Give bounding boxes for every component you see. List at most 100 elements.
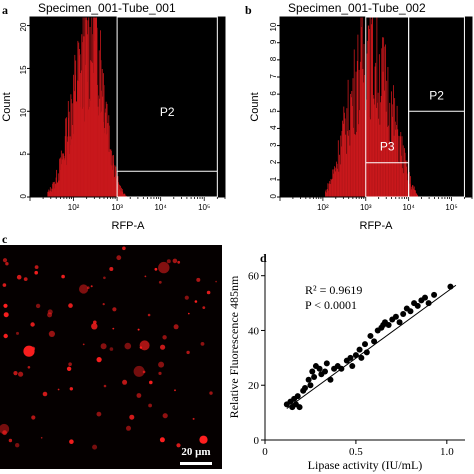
a-histogram-bar-135 [106, 103, 108, 197]
panel-d-point-48 [431, 291, 438, 298]
panel-b-title: Specimen_001-Tube_002 [288, 1, 426, 15]
micrograph-droplet-17 [147, 313, 151, 317]
b-histogram-bar-6 [328, 183, 330, 197]
a-histogram-bar-63 [75, 60, 77, 197]
a-histogram-bar-115 [97, 115, 99, 197]
a-histogram-bar-28 [60, 169, 61, 197]
a-histogram-bar-177 [124, 195, 126, 197]
b-histogram-bar-129 [404, 148, 405, 197]
micrograph-droplet-34 [139, 340, 150, 351]
a-histogram-bar-48 [68, 111, 70, 197]
b-histogram-bar-17 [335, 167, 337, 197]
micrograph-droplet-23 [79, 284, 89, 294]
a-histogram-bar-64 [75, 102, 77, 197]
panel-d-y-tick-label-3: 60 [248, 271, 260, 283]
micrograph-droplet-54 [172, 258, 178, 264]
panel-d-point-25 [352, 352, 359, 359]
a-histogram-bar-103 [92, 72, 94, 197]
micrograph-droplet-39 [48, 330, 56, 337]
b-histogram-bar-21 [337, 140, 339, 197]
a-histogram-bar-172 [122, 193, 124, 197]
b-histogram-bar-24 [339, 164, 341, 197]
b-histogram-bar-142 [412, 185, 413, 197]
micrograph-droplet-80 [109, 267, 114, 271]
panel-d-x-tick-label-2: 1.0 [440, 446, 454, 458]
micrograph-droplet-70 [202, 306, 206, 309]
micrograph-droplet-3 [122, 246, 126, 251]
micrograph-droplet-24 [158, 280, 162, 284]
panel-a-y-ticks: 0 5 10 15 20 [19, 22, 30, 198]
a-histogram-bar-176 [124, 193, 126, 197]
a-x-tick-label-2: 10⁴ [154, 203, 167, 212]
a-histogram-bar-117 [98, 50, 100, 197]
a-histogram-bar-43 [66, 160, 68, 197]
a-histogram-bar-1 [47, 191, 49, 197]
a-histogram-bar-27 [59, 158, 61, 197]
b-x-tick-label-3: 10⁵ [445, 203, 457, 212]
a-histogram-bar-155 [115, 166, 117, 197]
panel-d-x-ticks: 0 0.5 1.0 [262, 440, 454, 458]
b-histogram-bar-2 [326, 192, 328, 197]
a-histogram-bar-5 [49, 187, 51, 197]
b-histogram-bar-41 [350, 93, 351, 197]
a-histogram-bar-85 [84, 17, 86, 197]
b-histogram-bar-91 [380, 95, 382, 197]
b-histogram-bar-123 [400, 132, 402, 197]
a-histogram-bar-150 [113, 155, 114, 197]
scale-bar-label: 20 μm [181, 446, 210, 458]
b-gate-label-1: P3 [380, 140, 395, 154]
a-histogram-bar-71 [78, 55, 80, 197]
b-y-tick-label-2: 2 [269, 159, 278, 164]
micrograph-droplet-87 [192, 417, 195, 420]
a-histogram-peak [93, 17, 95, 197]
a-histogram-bar-133 [105, 101, 107, 197]
a-histogram-bar-113 [97, 84, 98, 197]
b-histogram-bar-20 [337, 168, 339, 197]
b-histogram-bar-30 [343, 106, 345, 197]
a-histogram-bar-96 [89, 27, 91, 198]
micrograph-droplet-36 [96, 411, 102, 417]
a-histogram-bar-70 [78, 42, 80, 197]
a-histogram-bar-26 [59, 159, 60, 197]
micrograph-droplet-15 [194, 300, 198, 303]
micrograph-droplet-53 [116, 255, 122, 261]
micrograph-droplet-93 [57, 388, 60, 391]
b-histogram-bar-13 [332, 173, 334, 197]
a-histogram-bar-75 [80, 73, 82, 197]
micrograph-droplet-59 [27, 366, 31, 369]
panel-d-point-11 [309, 368, 316, 375]
b-histogram-bar-120 [398, 135, 400, 197]
b-x-tick-label-1: 10³ [360, 203, 372, 212]
panel-d-point-9 [305, 376, 312, 383]
micrograph-droplet-74 [40, 437, 43, 439]
micrograph-droplet-82 [196, 277, 201, 282]
micrograph-droplet-51 [124, 342, 132, 350]
panel-b-y-label: Count [249, 92, 261, 121]
panel-d-p-value: P < 0.0001 [305, 298, 357, 312]
a-histogram-bar-87 [85, 19, 87, 197]
micrograph-droplet-76 [69, 387, 74, 391]
a-histogram-bar-34 [62, 153, 64, 197]
a-histogram-bar-93 [88, 17, 90, 197]
b-histogram-bar-83 [375, 107, 377, 197]
micrograph-droplet-41 [61, 274, 65, 279]
panel-a-title: Specimen_001-Tube_001 [38, 1, 176, 15]
b-histogram-bar-121 [399, 162, 400, 197]
panel-d-point-21 [338, 365, 345, 372]
a-histogram-bar-74 [80, 107, 81, 197]
b-histogram-bar-10 [331, 179, 332, 197]
a-histogram-bar-109 [95, 18, 97, 197]
a-histogram-bar-36 [63, 155, 65, 197]
b-histogram-bar-150 [416, 193, 418, 197]
a-histogram-bar-37 [63, 158, 65, 197]
b-histogram-bar-100 [386, 80, 388, 197]
b-histogram-bar-75 [370, 24, 372, 198]
a-histogram-bar-127 [103, 73, 104, 197]
b-y-tick-label-6: 6 [269, 91, 278, 96]
b-histogram-bar-3 [326, 189, 328, 197]
a-histogram-bar-104 [93, 17, 94, 197]
b-histogram-bar-127 [402, 145, 404, 197]
b-histogram-bar-87 [378, 118, 380, 197]
micrograph-droplet-38 [162, 413, 168, 419]
